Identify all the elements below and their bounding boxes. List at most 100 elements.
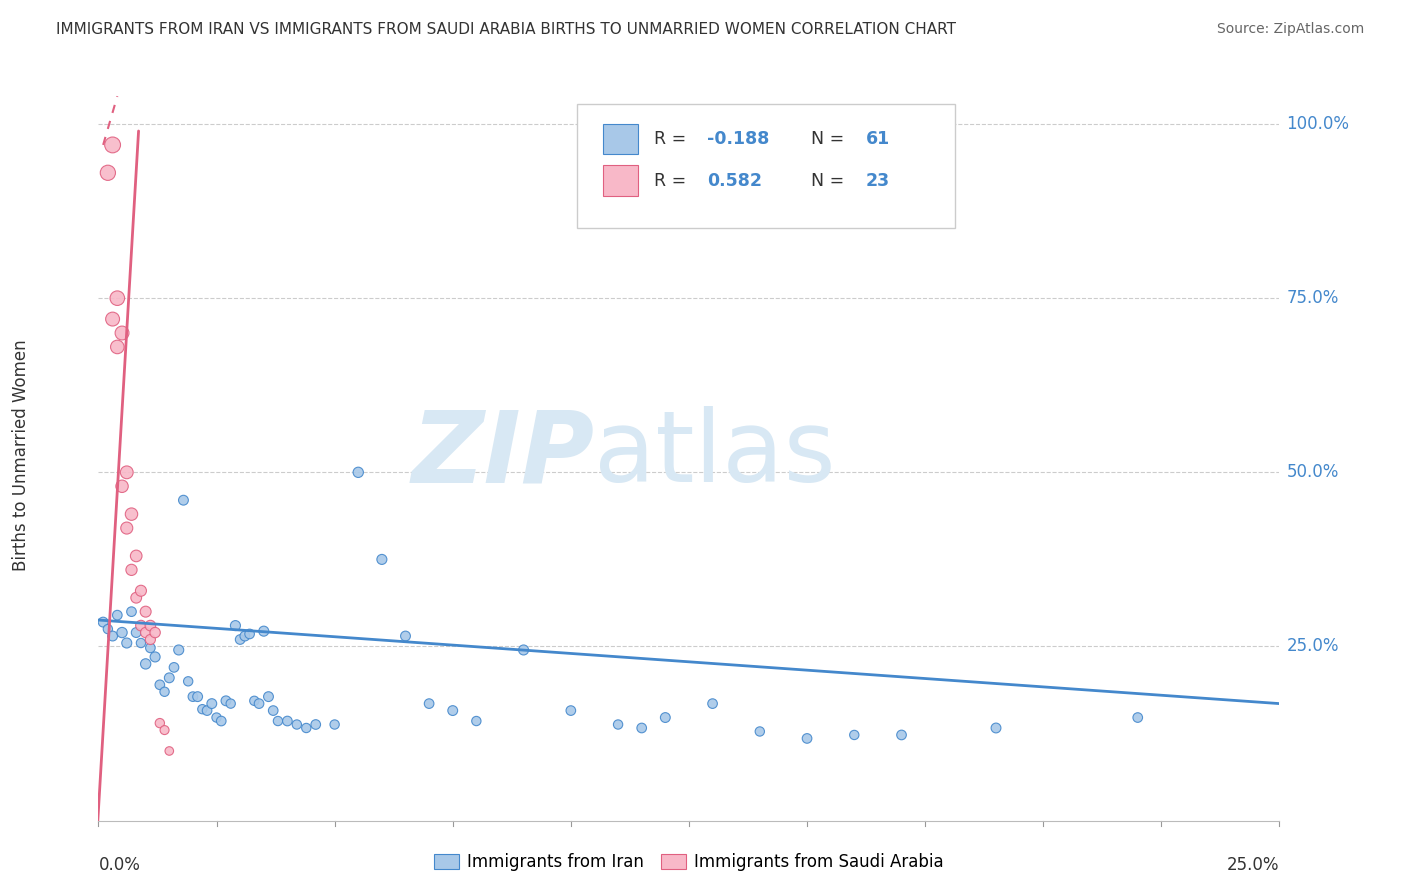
Point — [233, 629, 256, 643]
Point — [97, 622, 120, 636]
Point — [149, 678, 172, 692]
Point — [111, 625, 134, 640]
Point — [844, 728, 866, 742]
Point — [157, 671, 180, 685]
Point — [1126, 710, 1149, 724]
Point — [441, 704, 464, 718]
Point — [163, 660, 186, 674]
Text: 0.0%: 0.0% — [98, 856, 141, 874]
Point — [201, 697, 224, 711]
Point — [890, 728, 912, 742]
Point — [115, 521, 138, 535]
Point — [295, 721, 318, 735]
Point — [219, 697, 242, 711]
Point — [157, 744, 180, 758]
Point — [512, 643, 534, 657]
Point — [984, 721, 1007, 735]
Point — [101, 629, 124, 643]
Point — [172, 493, 194, 508]
Point — [153, 723, 176, 737]
Point — [276, 714, 298, 728]
Point — [129, 618, 152, 632]
Point — [465, 714, 488, 728]
Point — [195, 704, 218, 718]
Point — [394, 629, 416, 643]
Point — [209, 714, 232, 728]
Point — [135, 657, 157, 671]
Point — [101, 137, 124, 152]
Point — [135, 625, 157, 640]
Point — [121, 507, 143, 521]
Point — [115, 466, 138, 480]
Point — [418, 697, 440, 711]
Point — [371, 552, 394, 566]
Point — [143, 649, 166, 664]
Point — [115, 636, 138, 650]
Point — [143, 625, 166, 640]
Text: -0.188: -0.188 — [707, 130, 769, 148]
Point — [187, 690, 209, 704]
Point — [167, 643, 190, 657]
Point — [702, 697, 724, 711]
Point — [105, 340, 128, 354]
Point — [305, 717, 328, 731]
Point — [191, 702, 214, 716]
Point — [105, 291, 128, 305]
Point — [121, 605, 143, 619]
Text: N =: N = — [811, 130, 849, 148]
Point — [121, 563, 143, 577]
Text: N =: N = — [811, 171, 849, 190]
Point — [560, 704, 582, 718]
Text: Source: ZipAtlas.com: Source: ZipAtlas.com — [1216, 22, 1364, 37]
Text: 25.0%: 25.0% — [1227, 856, 1279, 874]
Point — [285, 717, 308, 731]
Point — [262, 704, 284, 718]
Point — [243, 694, 266, 708]
Point — [139, 618, 162, 632]
Point — [215, 694, 238, 708]
Point — [239, 627, 262, 641]
Text: R =: R = — [654, 130, 692, 148]
Point — [101, 312, 124, 326]
Point — [139, 640, 162, 655]
Point — [125, 549, 148, 563]
Point — [224, 618, 246, 632]
Point — [139, 632, 162, 647]
Point — [149, 716, 172, 731]
FancyBboxPatch shape — [603, 165, 638, 196]
Point — [323, 717, 346, 731]
Point — [229, 632, 252, 647]
Point — [111, 479, 134, 493]
Text: 25.0%: 25.0% — [1286, 638, 1339, 656]
Point — [129, 583, 152, 598]
Point — [181, 690, 204, 704]
Text: 61: 61 — [866, 130, 890, 148]
Point — [796, 731, 818, 746]
Text: Births to Unmarried Women: Births to Unmarried Women — [13, 339, 30, 571]
Point — [111, 326, 134, 340]
Text: R =: R = — [654, 171, 692, 190]
Point — [347, 466, 370, 480]
Point — [607, 717, 630, 731]
FancyBboxPatch shape — [603, 124, 638, 154]
Point — [135, 605, 157, 619]
Point — [105, 608, 128, 623]
Point — [91, 615, 114, 629]
Point — [177, 674, 200, 689]
Legend: Immigrants from Iran, Immigrants from Saudi Arabia: Immigrants from Iran, Immigrants from Sa… — [427, 847, 950, 878]
Point — [247, 697, 270, 711]
Point — [129, 636, 152, 650]
Text: atlas: atlas — [595, 407, 837, 503]
Point — [125, 591, 148, 605]
Text: ZIP: ZIP — [412, 407, 595, 503]
Point — [125, 625, 148, 640]
Point — [153, 685, 176, 699]
Point — [748, 724, 770, 739]
Text: IMMIGRANTS FROM IRAN VS IMMIGRANTS FROM SAUDI ARABIA BIRTHS TO UNMARRIED WOMEN C: IMMIGRANTS FROM IRAN VS IMMIGRANTS FROM … — [56, 22, 956, 37]
Text: 100.0%: 100.0% — [1286, 115, 1350, 133]
Text: 23: 23 — [866, 171, 890, 190]
Point — [205, 710, 228, 724]
Point — [253, 624, 276, 639]
Point — [257, 690, 280, 704]
Point — [654, 710, 676, 724]
